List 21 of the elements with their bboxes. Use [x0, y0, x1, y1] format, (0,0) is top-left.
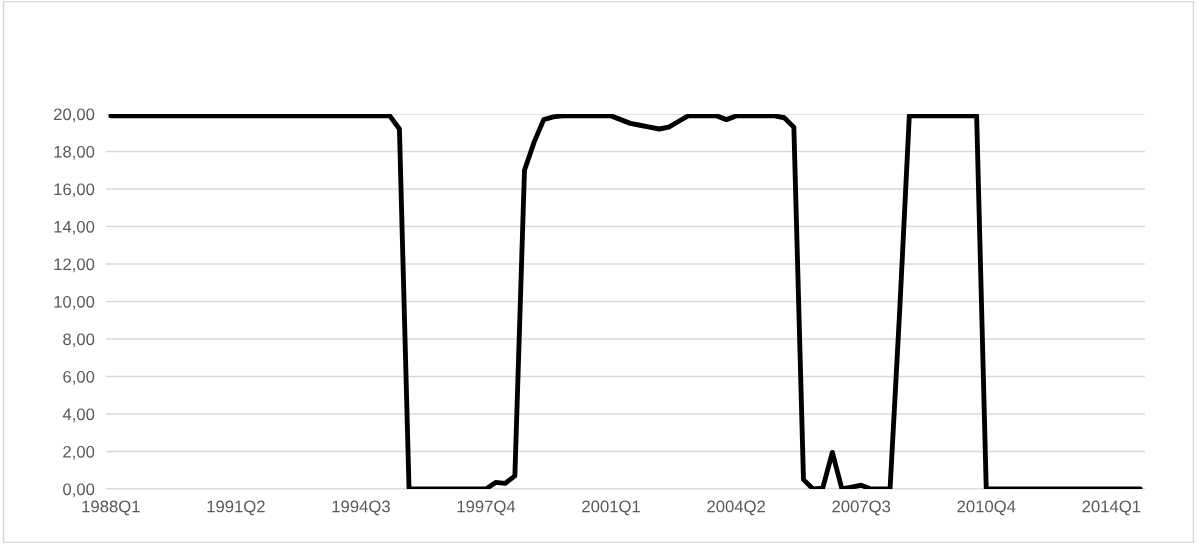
- x-tick-label: 2010Q4: [957, 500, 1016, 516]
- x-tick-label: 1997Q4: [457, 500, 516, 516]
- y-tick-label: 14,00: [54, 220, 95, 235]
- y-tick-label: 12,00: [54, 258, 95, 273]
- y-tick-label: 8,00: [63, 333, 95, 348]
- y-tick-label: 0,00: [63, 483, 95, 498]
- y-tick-label: 4,00: [62, 408, 95, 423]
- x-tick-label: 2014Q1: [1082, 500, 1141, 516]
- y-tick-label: 2,00: [63, 445, 95, 460]
- x-tick-label: 2007Q3: [832, 500, 891, 516]
- x-tick-label: 2004Q2: [707, 500, 765, 516]
- x-tick-label: 1988Q1: [82, 500, 140, 516]
- y-tick-label: 16,00: [54, 183, 95, 198]
- y-tick-label: 18,00: [54, 145, 95, 160]
- x-tick-label: 1994Q3: [332, 500, 390, 516]
- y-tick-label: 10,00: [54, 295, 95, 310]
- y-tick-label: 20,00: [54, 108, 95, 123]
- x-tick-label: 2001Q1: [582, 500, 640, 516]
- y-tick-label: 6,00: [63, 370, 95, 385]
- x-tick-label: 1991Q2: [207, 500, 265, 516]
- line-series: [108, 114, 1143, 489]
